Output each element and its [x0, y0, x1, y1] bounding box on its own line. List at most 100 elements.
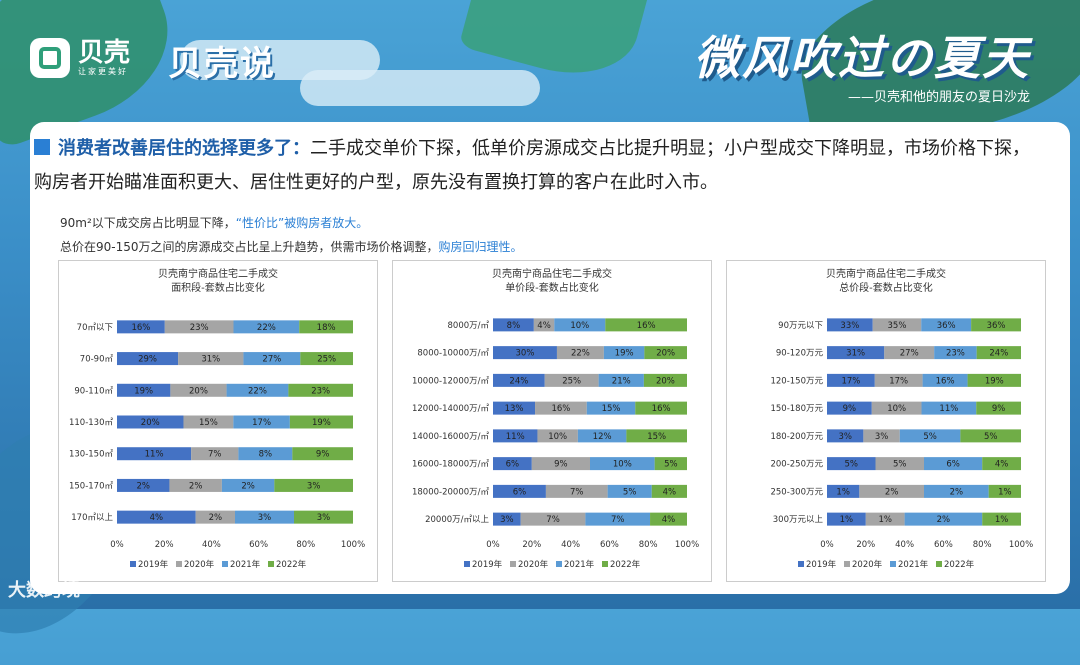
data-label: 23% [311, 386, 330, 396]
data-label: 15% [647, 432, 666, 442]
data-label: 4% [150, 513, 164, 523]
x-tick-label: 80% [296, 540, 315, 550]
data-label: 16% [652, 404, 671, 414]
bar-segment [288, 383, 353, 397]
data-label: 9% [992, 404, 1006, 414]
category-label: 150-170㎡ [69, 481, 114, 491]
bar-segment [585, 512, 651, 526]
data-label: 36% [987, 321, 1006, 331]
legend-label: 2020年 [518, 559, 549, 570]
bar-segment [650, 512, 687, 526]
bar-segment [294, 510, 353, 524]
category-label: 8000万/㎡ [448, 321, 490, 331]
data-label: 8% [259, 450, 273, 460]
bar-segment [590, 457, 655, 471]
data-label: 5% [845, 460, 859, 470]
bar-segment [520, 512, 586, 526]
data-label: 3% [500, 515, 513, 525]
data-label: 25% [317, 355, 336, 365]
data-label: 10% [548, 432, 567, 442]
data-label: 25% [562, 376, 581, 386]
legend-swatch [176, 561, 182, 567]
data-label: 5% [984, 432, 998, 442]
bar-segment [827, 457, 876, 471]
category-label: 90万元以下 [778, 321, 823, 331]
data-label: 15% [199, 418, 218, 428]
data-label: 6% [506, 460, 520, 470]
data-label: 2% [241, 481, 255, 491]
chart-panel-area: 贝壳南宁商品住宅二手成交 面积段-套数占比变化 70㎡以下 16% 23% 22% 18% 7… [58, 260, 378, 582]
bar-segment [493, 346, 557, 360]
legend-label: 2022年 [276, 559, 307, 570]
bar-segment [884, 346, 935, 360]
bar-segment [899, 429, 961, 443]
bar-segment [169, 478, 222, 492]
data-label: 10% [887, 404, 906, 414]
bar-segment [233, 320, 300, 334]
data-label: 10% [570, 321, 589, 331]
bar-segment [982, 512, 1021, 526]
bar-segment [644, 346, 687, 360]
bar-segment [556, 346, 604, 360]
category-label: 300万元以上 [773, 515, 824, 525]
data-label: 22% [571, 349, 590, 359]
data-label: 3% [307, 481, 321, 491]
category-label: 110-130㎡ [69, 418, 114, 428]
bar-segment [875, 457, 924, 471]
data-label: 12% [593, 432, 612, 442]
note-text: 90m²以下成交房占比明显下降， [60, 216, 236, 230]
data-label: 22% [257, 323, 276, 333]
bar-segment [238, 447, 293, 461]
bar-segment [988, 484, 1021, 498]
legend-swatch [936, 561, 942, 567]
bar-segment [635, 401, 687, 415]
bar-segment [117, 415, 184, 429]
cloud-decoration [300, 70, 540, 106]
logo-slogan: 让家更美好 [78, 66, 128, 76]
x-tick-label: 20% [522, 540, 541, 550]
data-label: 27% [262, 355, 281, 365]
bar-segment [117, 383, 171, 397]
data-label: 2% [136, 481, 150, 491]
bar-segment [292, 447, 353, 461]
bar-segment [605, 318, 687, 332]
x-tick-label: 60% [249, 540, 268, 550]
legend-label: 2021年 [564, 559, 595, 570]
headline-text: 二手成交单价下探，低单价房源成交占比提升明显；小户型成交下降明显，市场价格下探，… [34, 138, 1030, 193]
legend-swatch [130, 561, 136, 567]
x-tick-label: 80% [639, 540, 658, 550]
bar-segment [827, 484, 860, 498]
data-label: 8% [507, 321, 520, 331]
bar-segment [493, 512, 521, 526]
bar-segment [243, 352, 301, 366]
data-label: 2% [189, 481, 203, 491]
data-label: 15% [602, 404, 621, 414]
bar-segment [493, 318, 534, 332]
bar-segment [971, 318, 1021, 332]
data-label: 18% [317, 323, 336, 333]
data-label: 6% [513, 487, 527, 497]
bar-segment [577, 429, 627, 443]
bar-segment [195, 510, 235, 524]
data-label: 19% [615, 349, 634, 359]
x-tick-label: 100% [341, 540, 365, 550]
bar-segment [827, 318, 873, 332]
legend-swatch [890, 561, 896, 567]
bar-segment [117, 510, 196, 524]
data-label: 20% [656, 376, 675, 386]
square-marker-icon [34, 139, 50, 155]
data-label: 29% [138, 355, 157, 365]
chart-subtitle: 总价段-套数占比变化 [839, 281, 933, 294]
logo-text: 贝壳 [78, 37, 131, 68]
bar-segment [554, 318, 606, 332]
x-tick-label: 20% [155, 540, 174, 550]
data-label: 19% [985, 376, 1004, 386]
beike-logo: 贝壳 让家更美好 [30, 38, 130, 78]
x-tick-label: 40% [895, 540, 914, 550]
data-label: 3% [317, 513, 331, 523]
data-label: 9% [316, 450, 330, 460]
category-label: 18000-20000万/㎡ [412, 487, 490, 497]
bar-segment [607, 484, 652, 498]
bar-segment [493, 484, 546, 498]
